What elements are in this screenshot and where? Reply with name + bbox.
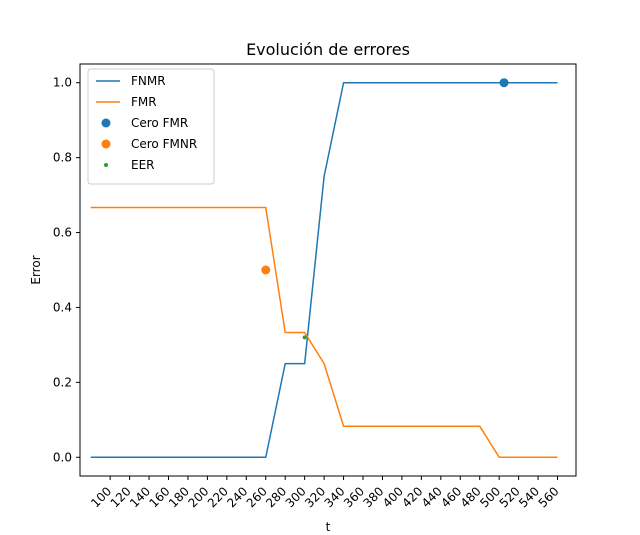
- legend-label-cero-fmr: Cero FMR: [131, 116, 188, 130]
- x-axis-label: t: [326, 520, 331, 534]
- legend-swatch-cero-fmr: [101, 118, 111, 128]
- series-line-fnmr: [90, 81, 558, 459]
- y-tick-label: 0.4: [53, 300, 72, 314]
- y-axis: 0.0 0.2 0.4 0.6 0.8 1.0: [53, 76, 80, 464]
- legend: FNMR FMR Cero FMR Cero FMNR EER: [87, 68, 215, 185]
- y-tick-label: 0.2: [53, 375, 72, 389]
- chart-title: Evolución de errores: [246, 40, 410, 59]
- y-tick-label: 1.0: [53, 76, 72, 90]
- legend-swatch-cero-fmnr: [101, 139, 111, 149]
- legend-label-fmr: FMR: [131, 95, 157, 109]
- y-axis-label: Error: [29, 255, 43, 284]
- legend-label-cero-fmnr: Cero FMNR: [131, 137, 197, 151]
- legend-label-fnmr: FNMR: [131, 74, 166, 88]
- series-line-fmr: [90, 206, 558, 459]
- plot-area: [90, 78, 558, 459]
- y-tick-label: 0.0: [53, 450, 72, 464]
- marker-cero-fmnr: [261, 265, 271, 275]
- legend-swatch-eer: [104, 163, 108, 167]
- marker-cero-fmr: [499, 78, 509, 88]
- legend-label-eer: EER: [131, 158, 155, 172]
- axes-frame: [79, 63, 577, 477]
- y-tick-label: 0.8: [53, 151, 72, 165]
- marker-eer: [302, 335, 307, 340]
- y-tick-label: 0.6: [53, 226, 72, 240]
- legend-box: [87, 68, 215, 185]
